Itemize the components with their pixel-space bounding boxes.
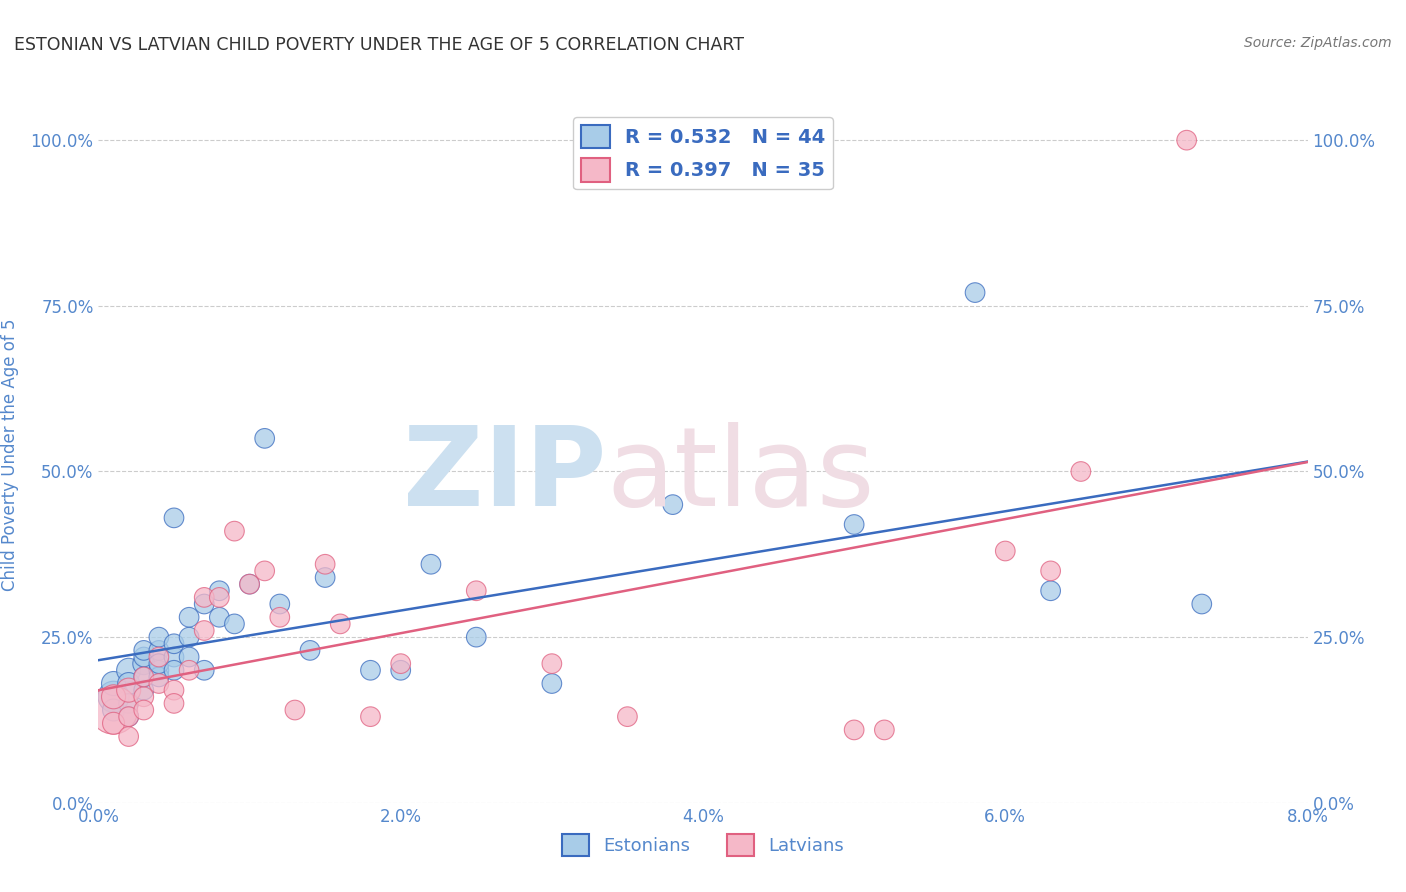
Point xyxy=(193,624,215,638)
Point xyxy=(118,676,141,690)
Point xyxy=(132,683,155,698)
Point xyxy=(148,670,170,684)
Point xyxy=(616,709,638,723)
Point xyxy=(148,663,170,677)
Point xyxy=(193,597,215,611)
Point xyxy=(163,511,186,525)
Point xyxy=(208,583,231,598)
Point xyxy=(103,690,125,704)
Point xyxy=(389,657,412,671)
Text: atlas: atlas xyxy=(606,422,875,529)
Point xyxy=(148,657,170,671)
Point xyxy=(148,643,170,657)
Point xyxy=(844,517,866,532)
Point xyxy=(148,650,170,665)
Point xyxy=(239,577,262,591)
Point xyxy=(132,650,155,665)
Point xyxy=(420,558,443,572)
Point xyxy=(1191,597,1213,611)
Point xyxy=(360,663,382,677)
Point xyxy=(1070,465,1092,479)
Point xyxy=(540,676,562,690)
Point xyxy=(360,709,382,723)
Point xyxy=(389,663,412,677)
Point xyxy=(179,630,201,644)
Point xyxy=(148,676,170,690)
Point xyxy=(465,630,488,644)
Point xyxy=(118,697,141,711)
Text: Source: ZipAtlas.com: Source: ZipAtlas.com xyxy=(1244,36,1392,50)
Point xyxy=(163,663,186,677)
Point xyxy=(103,703,125,717)
Point xyxy=(661,498,683,512)
Legend: Estonians, Latvians: Estonians, Latvians xyxy=(555,827,851,863)
Point xyxy=(965,285,987,300)
Point xyxy=(844,723,866,737)
Point xyxy=(179,663,201,677)
Point xyxy=(118,709,141,723)
Point xyxy=(179,610,201,624)
Point xyxy=(465,583,488,598)
Point xyxy=(284,703,307,717)
Point xyxy=(118,683,141,698)
Point xyxy=(132,670,155,684)
Point xyxy=(269,597,291,611)
Point xyxy=(253,564,276,578)
Point xyxy=(163,650,186,665)
Point xyxy=(224,616,246,631)
Point xyxy=(314,558,336,572)
Text: ZIP: ZIP xyxy=(404,422,606,529)
Point xyxy=(163,697,186,711)
Point xyxy=(103,703,125,717)
Point xyxy=(253,431,276,445)
Point xyxy=(1039,564,1062,578)
Point xyxy=(163,683,186,698)
Point xyxy=(118,663,141,677)
Point xyxy=(329,616,352,631)
Point xyxy=(132,657,155,671)
Point xyxy=(193,663,215,677)
Point xyxy=(224,524,246,538)
Point xyxy=(314,570,336,584)
Text: ESTONIAN VS LATVIAN CHILD POVERTY UNDER THE AGE OF 5 CORRELATION CHART: ESTONIAN VS LATVIAN CHILD POVERTY UNDER … xyxy=(14,36,744,54)
Point xyxy=(118,709,141,723)
Y-axis label: Child Poverty Under the Age of 5: Child Poverty Under the Age of 5 xyxy=(1,318,20,591)
Point xyxy=(239,577,262,591)
Point xyxy=(208,610,231,624)
Point xyxy=(132,690,155,704)
Point xyxy=(148,630,170,644)
Point xyxy=(132,643,155,657)
Point xyxy=(1175,133,1198,147)
Point xyxy=(132,670,155,684)
Point xyxy=(132,703,155,717)
Point xyxy=(1039,583,1062,598)
Point xyxy=(994,544,1017,558)
Point xyxy=(193,591,215,605)
Point xyxy=(118,730,141,744)
Point xyxy=(540,657,562,671)
Point xyxy=(208,591,231,605)
Point xyxy=(103,690,125,704)
Point xyxy=(103,716,125,731)
Point xyxy=(269,610,291,624)
Point xyxy=(299,643,322,657)
Point xyxy=(103,676,125,690)
Point xyxy=(179,650,201,665)
Point xyxy=(163,637,186,651)
Point xyxy=(873,723,896,737)
